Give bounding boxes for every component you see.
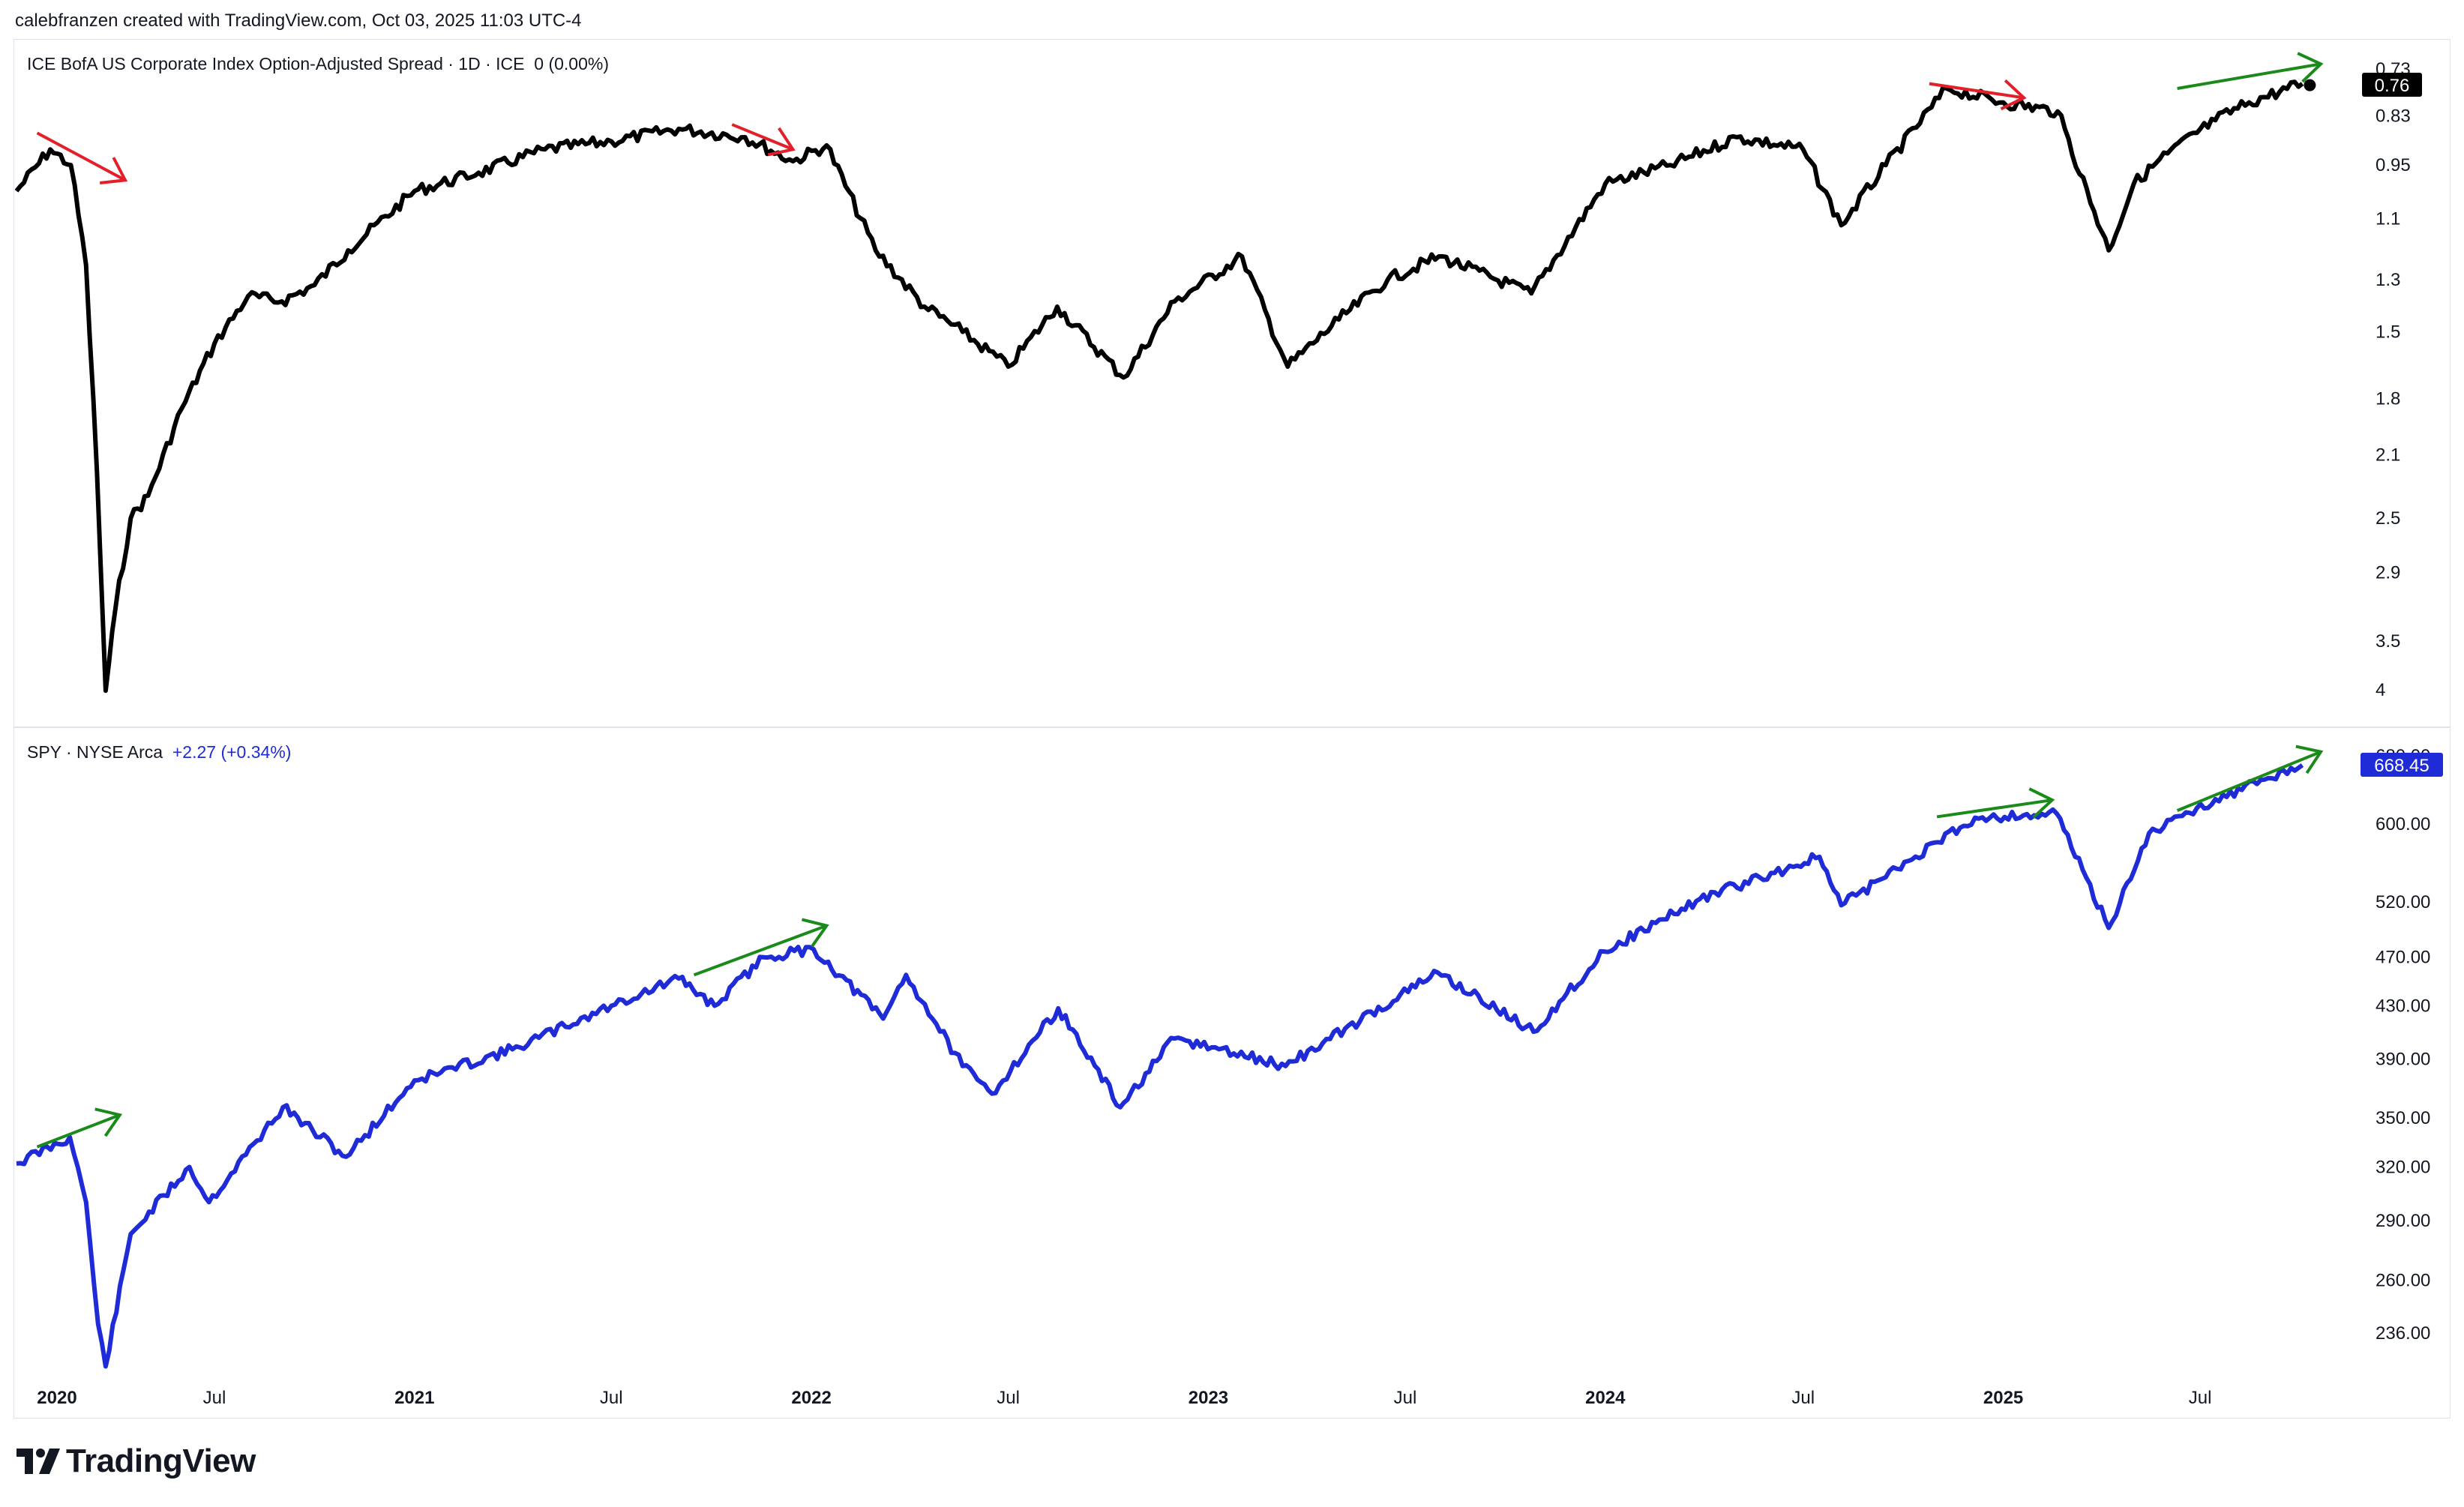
bottom-scale-tick: 470.00	[2376, 948, 2430, 968]
time-axis-label: Jul	[600, 1388, 623, 1408]
red-trend-arrow	[36, 131, 126, 182]
chart-frame	[13, 39, 2451, 1419]
bottom-scale-tick: 390.00	[2376, 1050, 2430, 1070]
green-arrow-head	[94, 1107, 123, 1137]
top-last-value-tag: 0.76	[2362, 73, 2422, 97]
time-axis: 2020 Jul 2021 Jul 2022 Jul 2023 Jul 2024 Jul 2025 J…	[37, 1388, 2211, 1408]
green-arrow-head	[2295, 745, 2324, 774]
last-value-dot	[2304, 79, 2316, 91]
bottom-scale-tick: 260.00	[2376, 1271, 2430, 1291]
time-axis-label: 2021	[394, 1388, 434, 1408]
red-arrow-head	[767, 127, 796, 157]
spy-price-line	[16, 763, 2304, 1369]
top-scale-tick: 1.8	[2376, 388, 2400, 409]
bottom-scale-tick: 290.00	[2376, 1211, 2430, 1231]
annotation-arrows	[36, 52, 2324, 1149]
top-symbol-title: ICE BofA US Corporate Index Option-Adjus…	[27, 54, 525, 73]
top-scale-tick: 2.1	[2376, 445, 2400, 465]
top-scale-tick: 3.5	[2376, 631, 2400, 652]
top-scale-tick: 4	[2376, 680, 2385, 700]
chart-attribution: calebfranzen created with TradingView.co…	[15, 10, 582, 31]
bottom-pane-title: SPY · NYSE Arca +2.27 (+0.34%)	[27, 742, 291, 762]
red-arrow-head	[2000, 79, 2027, 111]
green-arrow-head	[2028, 787, 2055, 819]
red-arrow-head	[100, 157, 128, 184]
green-trend-arrow	[2177, 62, 2322, 90]
top-scale-tick: 1.1	[2376, 209, 2400, 229]
top-scale-tick: 2.9	[2376, 562, 2400, 583]
green-trend-arrow	[693, 924, 828, 977]
time-axis-label: Jul	[2189, 1388, 2212, 1408]
top-pane-title: ICE BofA US Corporate Index Option-Adjus…	[27, 54, 609, 74]
time-axis-label: 2022	[791, 1388, 831, 1408]
tradingview-logo-text: TradingView	[66, 1443, 256, 1479]
red-trend-arrow	[731, 123, 794, 151]
tradingview-logo-icon	[16, 1449, 60, 1474]
top-scale-tick: 2.5	[2376, 508, 2400, 529]
green-trend-arrow	[2176, 750, 2322, 812]
green-arrow-head	[2297, 52, 2324, 83]
bottom-scale-tick: 600.00	[2376, 814, 2430, 834]
top-change: 0 (0.00%)	[534, 54, 609, 73]
bottom-scale-tick: 430.00	[2376, 996, 2430, 1016]
time-axis-label: Jul	[1394, 1388, 1417, 1408]
bottom-last-value-tag: 668.45	[2361, 753, 2443, 777]
top-scale-tick: 1.5	[2376, 322, 2400, 343]
credit-spread-line	[14, 79, 2304, 694]
top-last-value-label: 0.76	[2375, 76, 2410, 96]
red-trend-arrow	[1929, 82, 2025, 100]
green-trend-arrow	[36, 1113, 121, 1149]
bottom-scale: 680.00600.00520.00470.00430.00390.00350.…	[2376, 746, 2430, 1344]
green-arrow-head	[801, 918, 829, 948]
green-trend-arrow	[1936, 798, 2053, 819]
time-axis-label: Jul	[997, 1388, 1020, 1408]
time-axis-label: 2025	[1983, 1388, 2023, 1408]
top-scale-tick: 1.3	[2376, 270, 2400, 290]
bottom-scale-tick: 350.00	[2376, 1108, 2430, 1128]
bottom-last-value-label: 668.45	[2374, 756, 2429, 776]
time-axis-label: Jul	[203, 1388, 226, 1408]
time-axis-label: Jul	[1791, 1388, 1815, 1408]
bottom-change: +2.27 (+0.34%)	[172, 742, 292, 762]
time-axis-label: 2023	[1189, 1388, 1228, 1408]
top-scale-tick: 0.83	[2376, 106, 2411, 126]
bottom-scale-tick: 520.00	[2376, 892, 2430, 912]
bottom-scale-tick: 320.00	[2376, 1157, 2430, 1177]
time-axis-label: 2020	[37, 1388, 76, 1408]
bottom-symbol-title: SPY · NYSE Arca	[27, 742, 163, 762]
tradingview-logo[interactable]: TradingView	[16, 1443, 256, 1480]
bottom-scale-tick: 236.00	[2376, 1323, 2430, 1344]
top-scale: 0.730.830.951.11.31.51.82.12.52.93.54	[2376, 59, 2411, 700]
top-scale-tick: 0.95	[2376, 155, 2411, 175]
time-axis-label: 2024	[1585, 1388, 1626, 1408]
